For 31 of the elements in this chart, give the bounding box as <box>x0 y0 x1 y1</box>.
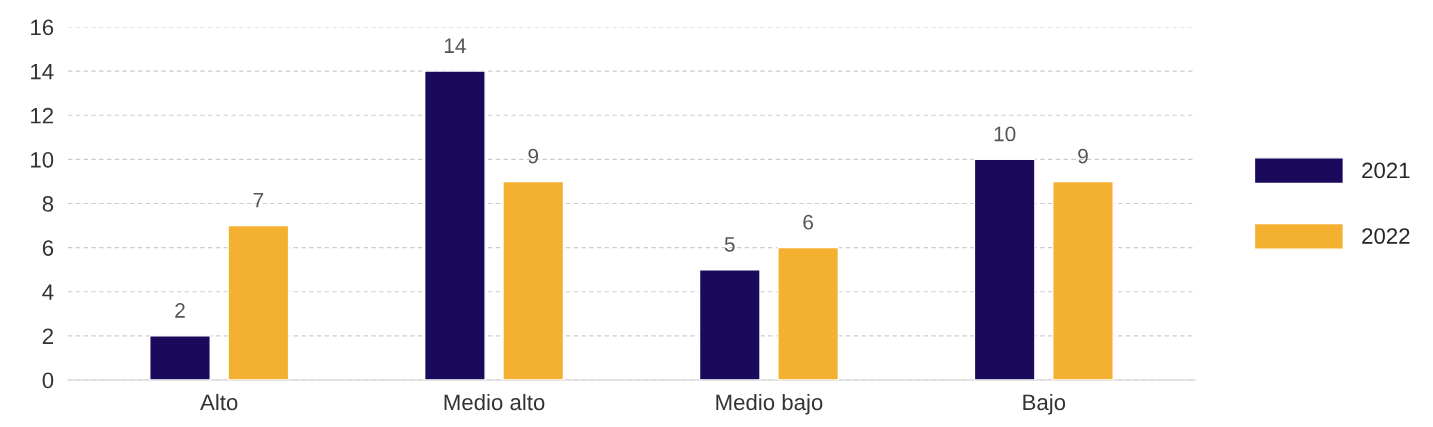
bar <box>973 158 1036 380</box>
y-tick-label: 4 <box>42 284 54 300</box>
legend-label: 2022 <box>1362 228 1410 244</box>
data-label: 6 <box>803 214 813 230</box>
data-label: 2 <box>175 303 185 318</box>
y-tick-label: 8 <box>42 196 54 212</box>
y-tick-label: 14 <box>31 63 54 80</box>
x-tick-label: Bajo <box>1023 393 1066 415</box>
data-label: 14 <box>444 38 466 53</box>
data-label: 9 <box>1078 148 1088 164</box>
data-label: 5 <box>724 237 735 252</box>
legend-label: 2021 <box>1362 162 1410 179</box>
x-tick-label: Alto <box>200 393 238 411</box>
bar <box>423 70 486 380</box>
y-tick-label: 12 <box>31 107 53 124</box>
x-tick-label: Medio bajo <box>716 393 823 415</box>
y-tick-label: 16 <box>31 19 54 36</box>
data-label: 9 <box>528 148 539 164</box>
y-tick-label: 0 <box>42 372 54 389</box>
bar <box>698 268 761 380</box>
bar <box>502 180 565 380</box>
data-label: 10 <box>994 126 1016 142</box>
bar <box>149 335 211 380</box>
x-tick-label: Medio alto <box>444 393 545 411</box>
bar <box>227 224 290 380</box>
y-tick-label: 2 <box>42 328 53 344</box>
data-label: 7 <box>253 193 264 208</box>
bar <box>1052 180 1114 380</box>
bar <box>777 246 840 380</box>
y-tick-label: 6 <box>42 240 54 256</box>
y-tick-label: 10 <box>31 151 54 168</box>
